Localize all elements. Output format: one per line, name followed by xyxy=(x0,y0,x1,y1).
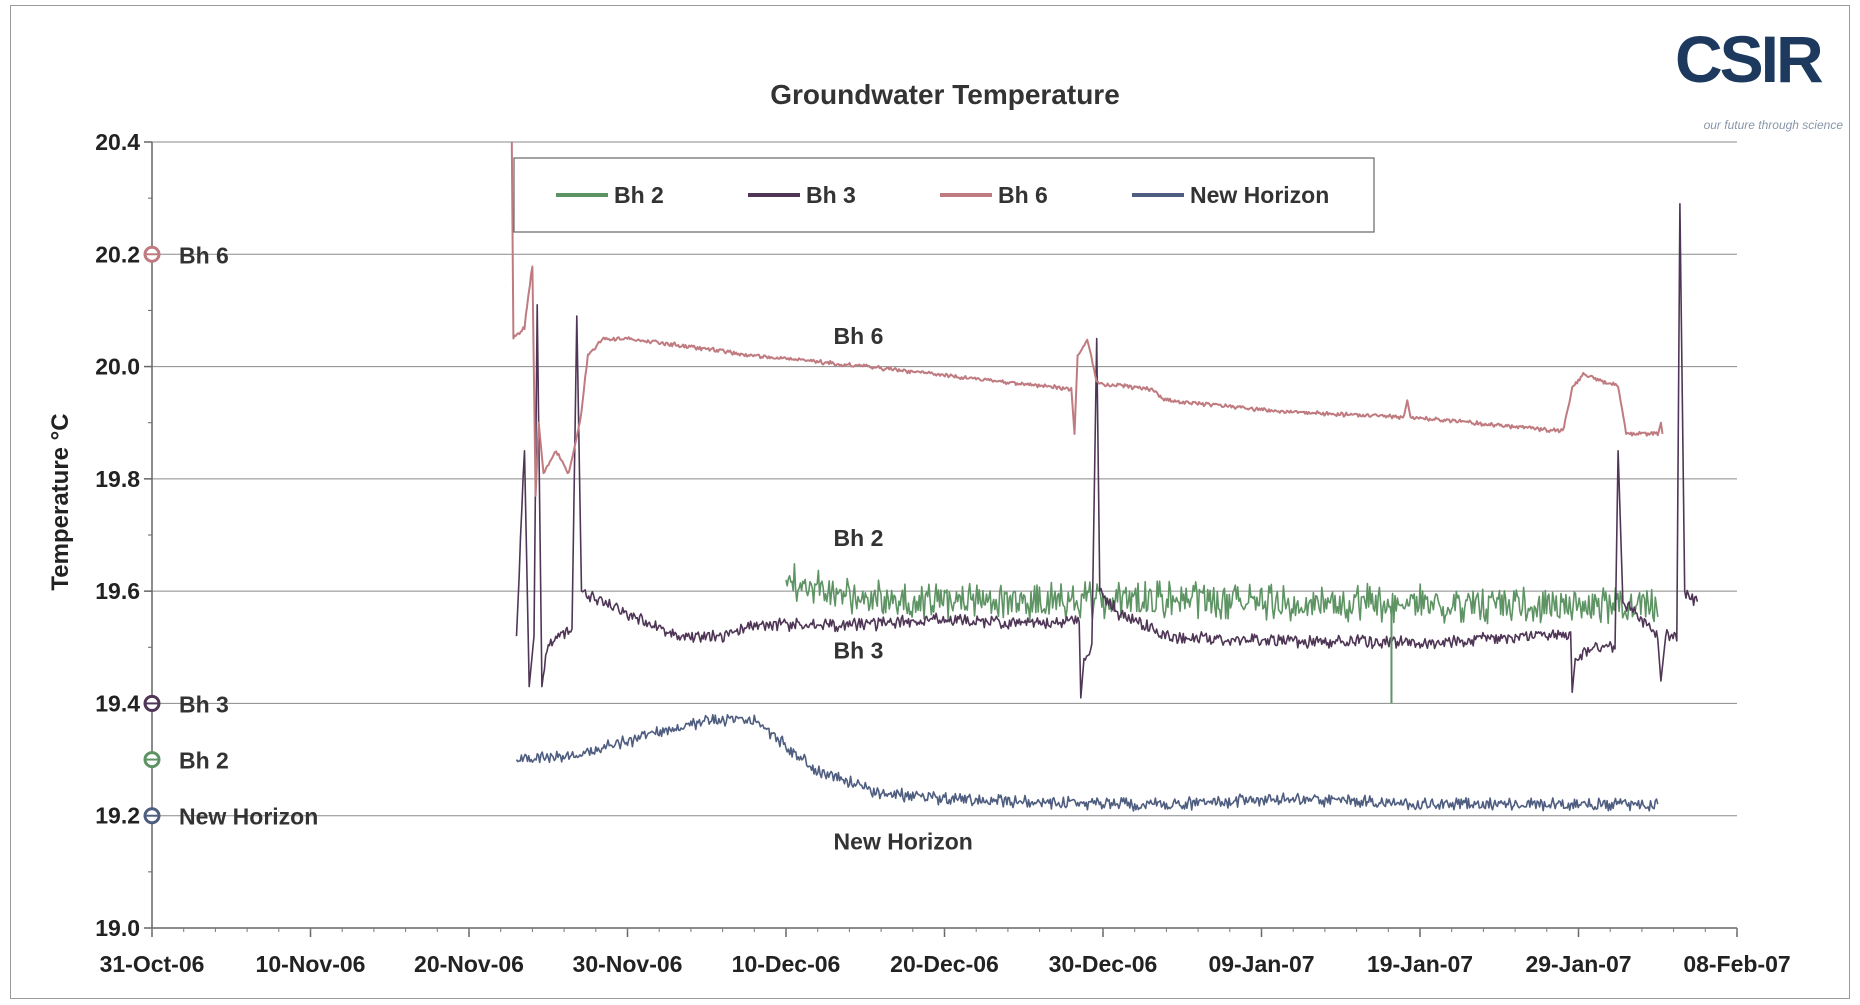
y-tick-label: 20.4 xyxy=(95,129,140,155)
x-tick-label: 19-Jan-07 xyxy=(1367,951,1473,977)
y-axis-label: Temperature °C xyxy=(47,413,74,590)
series-line-bh2 xyxy=(785,563,1659,625)
legend-label-bh6: Bh 6 xyxy=(998,182,1048,208)
y-tick-label: 20.0 xyxy=(95,354,140,380)
logo-wordmark: CSIR xyxy=(1675,22,1824,96)
axes: 19.0 19.2 19.4 19.6 19.8 20.0 20.2 20.4 31-Oct-0… xyxy=(95,129,1790,977)
y-tick-label: 19.6 xyxy=(95,578,140,604)
legend: Bh 2 Bh 3 Bh 6 New Horizon xyxy=(513,157,1375,233)
line-label-bh6: Bh 6 xyxy=(834,323,884,349)
legend-label-bh3: Bh 3 xyxy=(806,182,856,208)
logo-tagline: our future through science xyxy=(1703,118,1843,132)
series-line-new_horizon xyxy=(515,714,1659,812)
axis-marker-label-bh6: Bh 6 xyxy=(179,242,229,268)
axis-marker-label-bh2: Bh 2 xyxy=(179,748,229,774)
line-label-new_horizon: New Horizon xyxy=(834,828,973,854)
y-tick-label: 19.0 xyxy=(95,915,140,941)
x-tick-label: 08-Feb-07 xyxy=(1683,951,1790,977)
y-tick-label: 19.4 xyxy=(95,690,140,716)
x-tick-label: 31-Oct-06 xyxy=(100,951,205,977)
legend-box xyxy=(513,157,1375,233)
legend-label-bh2: Bh 2 xyxy=(614,182,664,208)
legend-label-new_horizon: New Horizon xyxy=(1190,182,1329,208)
x-tick-label: 09-Jan-07 xyxy=(1208,951,1314,977)
x-tick-label: 20-Dec-06 xyxy=(890,951,999,977)
grid-lines xyxy=(152,141,1737,817)
x-tick-label: 30-Dec-06 xyxy=(1049,951,1158,977)
x-tick-label: 10-Nov-06 xyxy=(256,951,366,977)
line-label-bh3: Bh 3 xyxy=(834,638,884,664)
x-tick-label: 30-Nov-06 xyxy=(573,951,683,977)
series-lines xyxy=(510,141,1699,812)
x-tick-label: 20-Nov-06 xyxy=(414,951,524,977)
axis-marker-label-bh3: Bh 3 xyxy=(179,691,229,717)
series-line-bh3 xyxy=(515,203,1699,699)
series-line-bh6 xyxy=(510,141,1664,497)
chart-title: Groundwater Temperature xyxy=(770,79,1120,110)
y-tick-label: 20.2 xyxy=(95,241,140,267)
y-tick-label: 19.8 xyxy=(95,466,140,492)
axis-marker-label-new_horizon: New Horizon xyxy=(179,804,318,830)
series-labels: Bh 6 Bh 2 Bh 3 New Horizon Bh 6 Bh 3 Bh 2 New H… xyxy=(143,242,973,854)
x-tick-label: 10-Dec-06 xyxy=(732,951,841,977)
line-label-bh2: Bh 2 xyxy=(834,525,884,551)
x-tick-label: 29-Jan-07 xyxy=(1525,951,1631,977)
y-tick-label: 19.2 xyxy=(95,803,140,829)
csir-logo: CSIR our future through science xyxy=(1675,26,1845,138)
